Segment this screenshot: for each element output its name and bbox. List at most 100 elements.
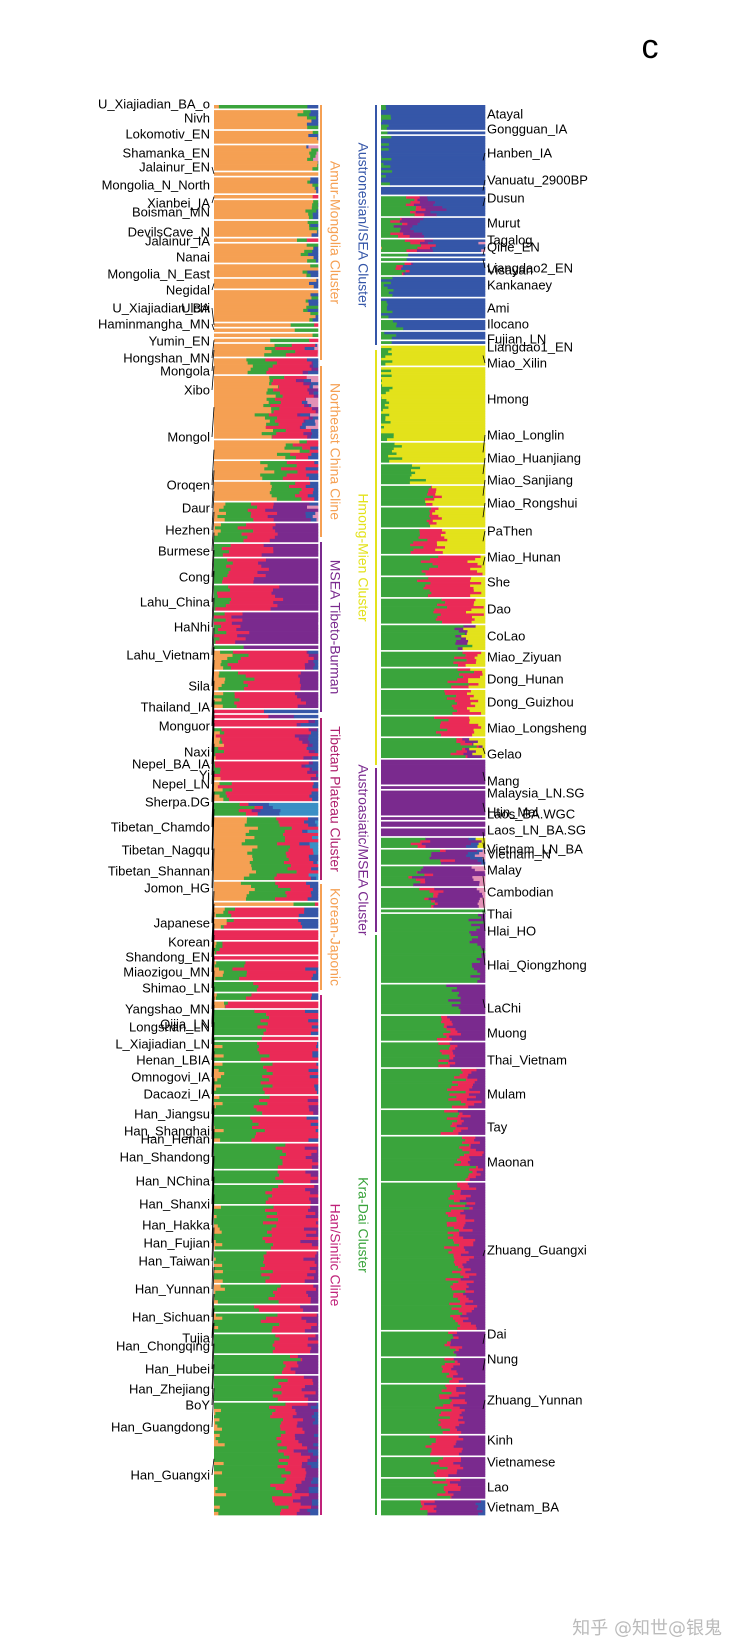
- left-leader-line: [211, 627, 215, 687]
- left-bar-segment: [214, 511, 227, 516]
- right-bar-segment: [428, 488, 437, 492]
- right-bar-segment: [472, 615, 486, 619]
- right-bar-segment: [449, 1428, 458, 1432]
- right-bar-segment: [381, 1275, 464, 1279]
- right-bar-segment: [381, 591, 432, 595]
- left-bar-segment: [268, 1078, 319, 1082]
- left-bar-segment: [214, 270, 303, 275]
- right-bar-segment: [436, 1037, 453, 1041]
- left-bar-segment: [315, 1087, 319, 1092]
- right-population-label: She: [487, 575, 510, 590]
- left-bar-segment: [313, 394, 319, 399]
- right-bar-segment: [465, 1391, 486, 1395]
- left-bar-segment: [214, 588, 231, 592]
- left-leader-line: [211, 957, 215, 1028]
- right-bar-segment: [451, 1037, 486, 1041]
- left-bar-segment: [214, 848, 253, 852]
- left-bar-segment: [249, 631, 319, 635]
- left-bar-segment: [312, 385, 319, 389]
- right-bar-segment: [381, 887, 420, 891]
- left-bar-segment: [247, 508, 266, 513]
- left-bar-segment: [214, 195, 313, 199]
- right-bar-segment: [471, 620, 486, 624]
- right-bar-segment: [381, 644, 473, 648]
- right-bar-segment: [381, 1507, 421, 1511]
- right-bar-segment: [412, 225, 486, 229]
- left-population-label: Han_NChina: [136, 1174, 211, 1189]
- left-bar-segment: [296, 870, 319, 874]
- left-bar-segment: [285, 1468, 306, 1472]
- right-bar-segment: [381, 683, 469, 686]
- right-bar-segment: [381, 389, 390, 393]
- right-bar-segment: [413, 548, 436, 552]
- right-bar-segment: [381, 471, 416, 475]
- right-bar-segment: [381, 1132, 441, 1135]
- right-bar-segment: [463, 1119, 486, 1123]
- right-bar-segment: [457, 647, 463, 651]
- left-bar-segment: [224, 612, 243, 616]
- left-bar-segment: [310, 1505, 319, 1510]
- left-bar-segment: [214, 1508, 282, 1513]
- left-bar-segment: [228, 585, 280, 589]
- left-bar-segment: [214, 238, 298, 242]
- right-bar-segment: [381, 1083, 459, 1087]
- right-bar-segment: [452, 1189, 462, 1193]
- right-bar-segment: [438, 1394, 460, 1398]
- left-bar-segment: [242, 612, 319, 616]
- right-bar-segment: [462, 747, 466, 751]
- left-bar-segment: [311, 1025, 319, 1029]
- right-bar-segment: [381, 840, 421, 844]
- right-bar-segment: [381, 828, 486, 832]
- left-bar-segment: [308, 212, 313, 217]
- right-bar-segment: [388, 315, 486, 319]
- right-bar-segment: [433, 895, 438, 899]
- right-bar-segment: [471, 608, 486, 612]
- left-bar-segment: [277, 1165, 313, 1169]
- left-bar-segment: [300, 922, 319, 926]
- right-bar-segment: [381, 1194, 451, 1198]
- right-bar-segment: [472, 965, 486, 969]
- left-bar-segment: [277, 416, 310, 420]
- left-population-block: [214, 981, 319, 992]
- right-bar-segment: [381, 1399, 453, 1403]
- left-bar-segment: [295, 1370, 319, 1375]
- left-population-label: Mongol: [167, 430, 210, 445]
- right-bar-segment: [453, 1404, 486, 1407]
- left-bar-segment: [214, 666, 224, 670]
- left-bar-segment: [220, 663, 228, 667]
- left-bar-segment: [214, 1313, 217, 1318]
- right-bar-segment: [473, 1300, 486, 1303]
- left-bar-segment: [224, 1004, 226, 1009]
- right-population-label: Malay: [487, 863, 522, 878]
- right-bar-segment: [452, 1283, 467, 1286]
- left-bar-segment: [215, 607, 271, 611]
- right-bar-segment: [465, 1290, 475, 1294]
- right-bar-segment: [381, 1073, 460, 1077]
- right-bar-segment: [381, 1319, 456, 1323]
- left-bar-segment: [214, 870, 257, 874]
- left-bar-segment: [224, 907, 236, 912]
- left-bar-segment: [269, 379, 274, 383]
- right-bar-segment: [381, 536, 419, 540]
- right-bar-segment: [381, 661, 454, 665]
- right-bar-segment: [452, 1317, 469, 1321]
- left-bar-segment: [283, 1361, 298, 1365]
- left-bar-segment: [214, 902, 294, 906]
- left-bar-segment: [221, 683, 249, 688]
- left-bar-segment: [271, 488, 302, 492]
- right-bar-segment: [381, 1362, 446, 1366]
- right-bar-segment: [381, 1263, 456, 1267]
- right-leader-line: [482, 502, 486, 518]
- left-bar-segment: [276, 452, 291, 457]
- left-population-block: [214, 961, 319, 981]
- right-bar-segment: [461, 1100, 482, 1104]
- right-bar-segment: [381, 481, 411, 485]
- left-bar-segment: [222, 553, 262, 557]
- right-bar-segment: [483, 1168, 486, 1172]
- left-bar-segment: [311, 1465, 319, 1469]
- left-bar-segment: [219, 1433, 282, 1438]
- left-bar-segment: [214, 1004, 226, 1009]
- right-bar-segment: [432, 246, 486, 250]
- left-bar-segment: [270, 403, 305, 408]
- right-bar-segment: [381, 960, 481, 964]
